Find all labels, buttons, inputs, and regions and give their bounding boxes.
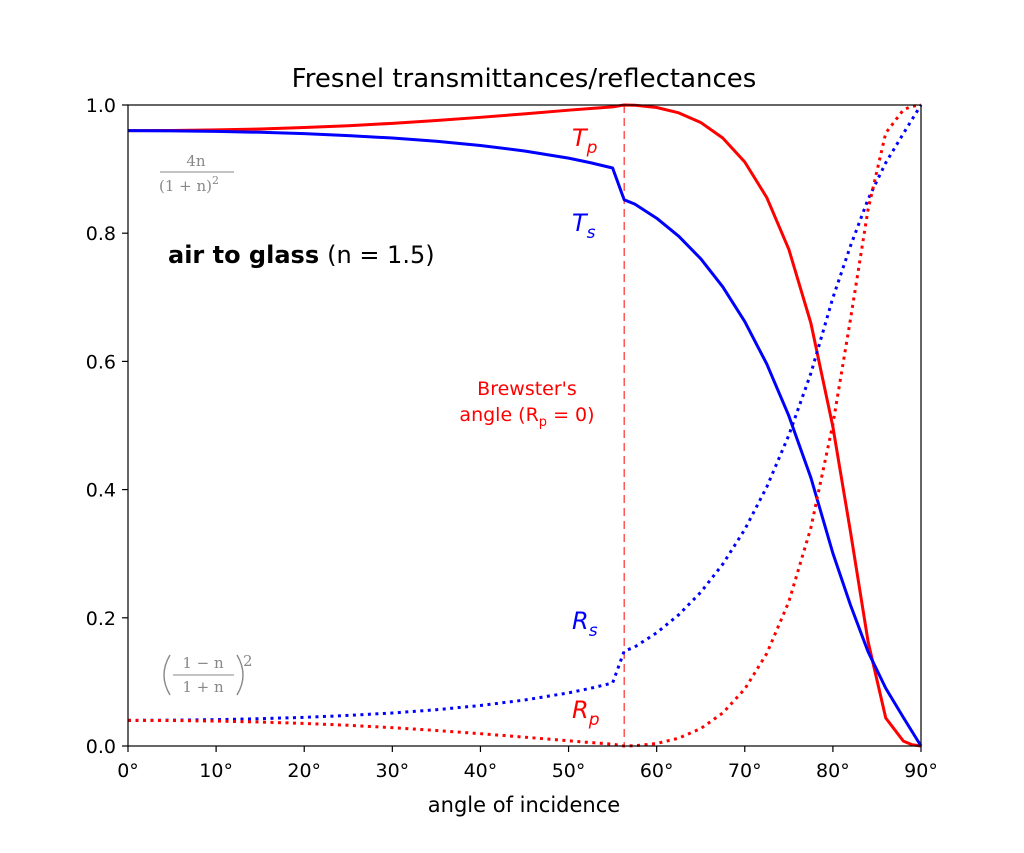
trans-formula-den: (1 + n) (159, 177, 212, 195)
plot-area (127, 103, 923, 748)
transmittance-formula: 4n (1 + n)2 (159, 152, 234, 195)
x-tick-label: 20° (287, 760, 321, 782)
x-tick-label: 40° (464, 760, 498, 782)
case-annotation-rest: (n = 1.5) (327, 241, 434, 269)
series-label-rs: Rs (572, 607, 598, 641)
trans-formula-numerator: 4n (186, 152, 206, 170)
brewster-annotation-line2: angle (Rp = 0) (459, 404, 594, 430)
x-tick-label: 90° (904, 760, 938, 782)
x-tick-label: 60° (640, 760, 674, 782)
trans-formula-sup: 2 (212, 174, 219, 187)
series-label-tp: Tp (572, 124, 598, 158)
y-tick-label: 0.8 (86, 223, 116, 245)
refl-formula-denominator: 1 + n (182, 678, 224, 696)
x-axis-label: angle of incidence (428, 793, 620, 817)
y-tick-label: 0.4 (86, 480, 116, 502)
series-line-ts (127, 129, 923, 747)
refl-formula-numerator: 1 − n (182, 654, 224, 672)
y-axis-ticks: 0.0 0.2 0.4 0.6 0.8 1.0 (86, 95, 128, 758)
reflectance-formula: 1 − n 1 + n 2 (163, 652, 253, 696)
x-tick-label: 10° (199, 760, 233, 782)
series-label-ts: Ts (572, 209, 596, 243)
series-line-tp (127, 103, 922, 748)
series-group (127, 103, 923, 748)
brewster-annotation-line1: Brewster's (477, 378, 577, 400)
brewster-annotation-tail: = 0) (547, 404, 595, 426)
series-label-rs-main: R (572, 607, 589, 635)
series-label-rp-sub: p (588, 710, 600, 730)
chart-title: Fresnel transmittances/reflectances (292, 64, 757, 94)
case-annotation: air to glass (n = 1.5) (168, 241, 435, 269)
series-label-ts-main: T (572, 209, 589, 237)
brewster-annotation-sub: p (539, 415, 547, 430)
brewster-annotation-angle: angle (R (459, 404, 538, 426)
series-label-tp-sub: p (586, 138, 598, 158)
case-annotation-bold: air to glass (168, 241, 319, 269)
x-tick-label: 80° (816, 760, 850, 782)
x-axis-ticks: 0° 10° 20° 30° 40° 50° 60° 70° 80° 90° (117, 746, 938, 782)
trans-formula-denominator: (1 + n)2 (159, 174, 219, 195)
x-tick-label: 70° (728, 760, 762, 782)
series-line-rp (127, 103, 922, 748)
x-tick-label: 30° (375, 760, 409, 782)
y-tick-label: 0.0 (86, 736, 116, 758)
refl-formula-left-paren (163, 654, 171, 696)
y-tick-label: 0.2 (86, 608, 116, 630)
x-tick-label: 0° (117, 760, 139, 782)
refl-formula-right-paren (236, 654, 244, 696)
plot-frame (127, 104, 922, 747)
series-label-tp-main: T (572, 124, 589, 152)
y-tick-label: 1.0 (86, 95, 116, 117)
series-label-ts-sub: s (587, 223, 596, 243)
y-tick-label: 0.6 (86, 351, 116, 373)
series-line-rs (127, 104, 923, 722)
refl-formula-sup: 2 (243, 652, 253, 670)
series-label-rs-sub: s (589, 621, 598, 641)
series-label-rp-main: R (572, 696, 589, 724)
series-label-rp: Rp (572, 696, 600, 730)
x-tick-label: 50° (552, 760, 586, 782)
